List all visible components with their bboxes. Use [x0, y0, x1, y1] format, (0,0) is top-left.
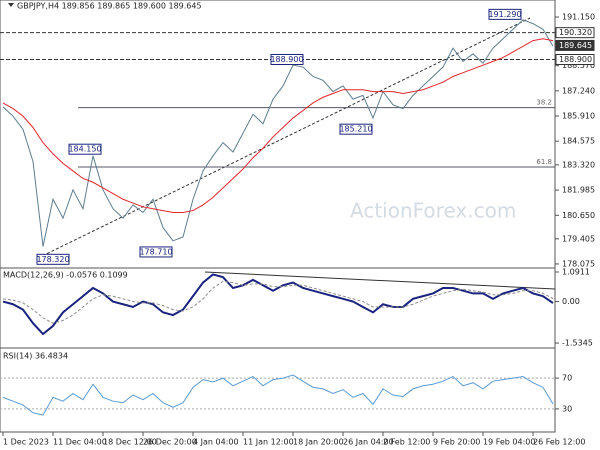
- y-tick-label: 184.575: [562, 137, 595, 146]
- price-annotation-box: [36, 253, 70, 265]
- series-line: [2, 374, 554, 416]
- series-line: [2, 280, 554, 324]
- x-tick-label: 1 Dec 2023: [3, 438, 49, 447]
- price-annotation-box: [339, 123, 373, 135]
- x-tick-label: 26 Jan 04:00: [343, 438, 394, 447]
- x-tick-label: 26 Feb 12:00: [533, 438, 585, 447]
- price-annotation: 191.290: [488, 10, 521, 19]
- price-box: [555, 27, 595, 39]
- x-tick-label: 18 Dec 12:00: [103, 438, 157, 447]
- x-tick-label: 2 Feb 12:00: [383, 438, 430, 447]
- price-annotation: 184.150: [68, 145, 101, 154]
- plot-frame: [0, 0, 556, 433]
- y-tick-label: 0.00: [562, 297, 580, 306]
- price-annotation: 178.710: [139, 247, 172, 256]
- y-tick-label: 30: [562, 404, 572, 413]
- y-tick-label: -1.5345: [562, 339, 593, 348]
- x-tick-label: 19 Feb 04:00: [483, 438, 535, 447]
- x-tick-label: 11 Dec 04:00: [53, 438, 107, 447]
- series-line: [2, 273, 554, 336]
- series-line: [2, 19, 554, 247]
- price-annotation: 185.210: [339, 125, 372, 134]
- y-tick-label: 185.910: [562, 111, 595, 120]
- x-tick-label: 4 Jan 04:00: [193, 438, 239, 447]
- price-annotation: 178.320: [36, 255, 69, 264]
- x-tick-label: 9 Feb 20:00: [433, 438, 480, 447]
- y-tick-label: 70: [562, 374, 572, 383]
- y-tick-label: 180.650: [562, 211, 595, 220]
- x-tick-label: 11 Jan 12:00: [243, 438, 294, 447]
- chart-title: GBPJPY,H4 189.856 189.865 189.600 189.64…: [17, 2, 202, 11]
- y-tick-label: 188.570: [562, 61, 595, 70]
- fib-label: 38.2: [536, 99, 552, 107]
- y-tick-label: 183.320: [562, 160, 595, 169]
- y-tick-label: 178.075: [562, 259, 595, 268]
- y-tick-label: 179.405: [562, 234, 595, 243]
- price-annotation-box: [68, 143, 102, 155]
- price-label: 188.900: [559, 55, 592, 64]
- y-tick-label: 191.150: [562, 12, 595, 21]
- price-annotation: 188.900: [270, 55, 303, 64]
- price-annotation-box: [270, 53, 304, 65]
- series-line: [2, 38, 554, 213]
- x-tick-label: 18 Jan 20:00: [293, 438, 344, 447]
- price-annotation-box: [488, 8, 522, 20]
- macd-trend-line: [204, 271, 556, 290]
- y-tick-label: 181.985: [562, 186, 595, 195]
- macd-title: MACD(12,26,9) -0.0576 0.1099: [3, 271, 128, 280]
- price-label: 190.320: [559, 28, 592, 37]
- price-label: 189.645: [559, 41, 592, 50]
- price-box: [555, 53, 595, 65]
- y-tick-label: 1.0911: [562, 268, 590, 277]
- price-annotation-box: [139, 246, 173, 258]
- menu-icon: [8, 3, 14, 7]
- y-tick-label: 187.240: [562, 86, 595, 95]
- fib-label: 61.8: [536, 158, 552, 166]
- price-box: [555, 39, 595, 51]
- x-tick-label: 26 Dec 20:00: [143, 438, 197, 447]
- watermark: ActionForex.com: [350, 199, 516, 223]
- rsi-title: RSI(14) 36.4834: [3, 352, 68, 361]
